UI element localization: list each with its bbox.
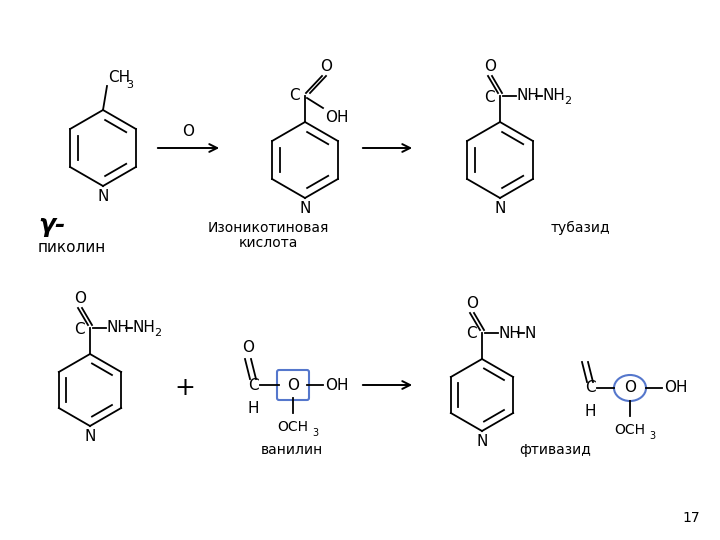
Text: NH: NH <box>498 326 521 341</box>
Text: NH: NH <box>542 89 565 104</box>
Text: кислота: кислота <box>238 236 297 250</box>
Text: O: O <box>320 59 332 74</box>
Text: C: C <box>74 321 85 336</box>
Text: NH: NH <box>106 321 129 335</box>
Text: OH: OH <box>325 377 348 393</box>
Text: 3: 3 <box>649 431 655 441</box>
Text: Изоникотиновая: Изоникотиновая <box>207 221 329 235</box>
Text: O: O <box>484 59 496 74</box>
Ellipse shape <box>614 375 646 401</box>
Text: 3: 3 <box>126 80 133 90</box>
Text: O: O <box>242 340 254 355</box>
Text: H: H <box>247 401 258 416</box>
Text: C: C <box>467 327 477 341</box>
Text: O: O <box>74 291 86 306</box>
Text: +: + <box>174 376 195 400</box>
Text: O: O <box>287 377 299 393</box>
Text: ванилин: ванилин <box>261 443 323 457</box>
Text: N: N <box>477 434 487 449</box>
Text: NH: NH <box>132 321 155 335</box>
Text: CH: CH <box>108 70 130 85</box>
Text: O: O <box>182 125 194 139</box>
Text: пиколин: пиколин <box>38 240 107 255</box>
Text: 2: 2 <box>564 96 571 106</box>
Text: γ-: γ- <box>38 213 66 237</box>
Text: N: N <box>97 189 109 204</box>
Text: 17: 17 <box>683 511 700 525</box>
Text: C: C <box>248 377 258 393</box>
Text: OH: OH <box>664 381 688 395</box>
Text: OCH: OCH <box>614 423 646 437</box>
Text: H: H <box>584 404 595 419</box>
Text: фтивазид: фтивазид <box>519 443 591 457</box>
Text: C: C <box>585 381 595 395</box>
Text: O: O <box>624 381 636 395</box>
Text: 3: 3 <box>312 428 318 438</box>
Text: 2: 2 <box>154 328 161 338</box>
Text: N: N <box>524 326 536 341</box>
Text: N: N <box>84 429 96 444</box>
Text: тубазид: тубазид <box>550 221 610 235</box>
Text: C: C <box>289 89 300 104</box>
Text: O: O <box>466 296 478 311</box>
FancyBboxPatch shape <box>277 370 309 400</box>
Text: OH: OH <box>325 110 348 125</box>
Text: N: N <box>300 201 311 216</box>
Text: N: N <box>495 201 505 216</box>
Text: OCH: OCH <box>277 420 308 434</box>
Text: C: C <box>485 90 495 105</box>
Text: NH: NH <box>516 89 539 104</box>
